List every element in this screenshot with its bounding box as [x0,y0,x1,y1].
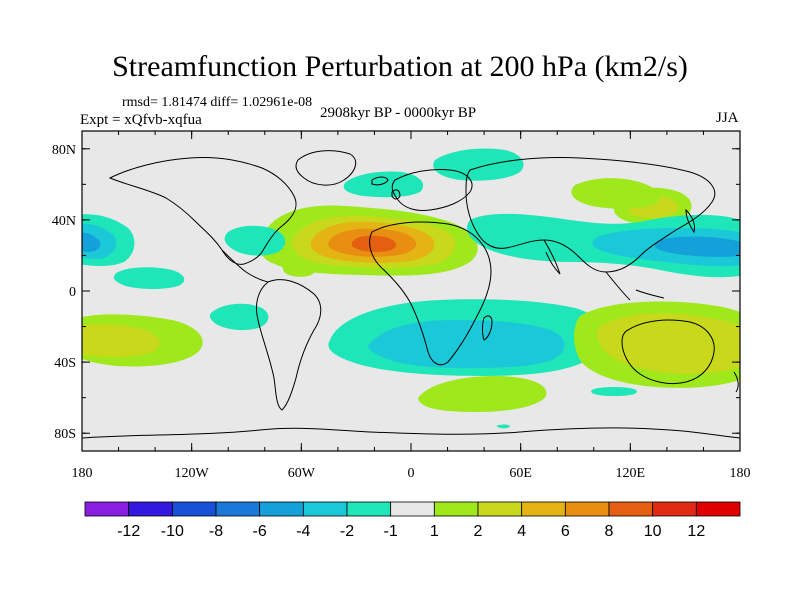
coast-greenland [295,150,357,186]
colorbar-label: -2 [340,523,354,540]
contour-neg-tiny-south [496,424,510,429]
colorbar-swatch [390,501,435,517]
coast-japan [685,208,695,234]
x-tick-label: 120W [175,466,210,481]
y-tick-label: 80N [52,143,76,158]
colorbar-label: -4 [296,523,310,540]
coast-india [543,239,561,275]
contour-neg-4-west-pacific [655,236,740,257]
y-tick-label: 80S [54,427,76,442]
x-tick-label: 60E [509,466,532,481]
colorbar-swatch [84,501,130,517]
coast-madagascar [482,315,493,341]
contour-neg-small-south [591,387,637,396]
colorbar-label: 4 [517,523,526,540]
colorbar-swatch [346,501,392,517]
contour-pos-north-america [571,178,660,209]
contour-pos-southern-ocean [418,376,547,412]
coast-iceland [371,176,389,186]
contour-neg-south-pacific-left [209,303,269,331]
coast-north-america [108,157,297,265]
x-tick-label: 180 [730,466,751,481]
coast-uk [391,189,401,200]
coast-africa [369,221,492,366]
chart-title: Streamfunction Perturbation at 200 hPa (… [112,50,688,83]
colorbar-label: 8 [605,523,614,540]
colorbar-label: -6 [253,523,267,540]
colorbar-swatch [171,501,217,517]
contour-fills [82,148,740,429]
contour-neg-mexico [113,267,185,289]
axis-ticks: 180 120W 60W 0 60E 120E 180 80N 40N 0 40S 80S [52,131,751,481]
colorbar-label: -12 [117,523,140,540]
y-tick-label: 40N [52,214,76,229]
contour-pos-8-atlantic [352,235,396,252]
colorbar-swatch [433,501,479,517]
coast-asia [465,157,716,273]
contour-neg-canada [224,225,286,256]
colorbar-swatch [652,501,697,517]
coast-antarctica [82,427,740,439]
colorbar-label: 2 [474,523,483,540]
colorbar-label: -8 [209,523,223,540]
coast-southeast-asia [605,271,665,301]
x-tick-label: 0 [408,466,415,481]
colorbar-label: -10 [161,523,184,540]
period-label: 2908kyr BP - 0000kyr BP [320,105,477,121]
contour-pos-caribbean [282,261,316,277]
coastlines [82,150,740,439]
x-tick-label: 120E [616,466,646,481]
colorbar-label: 6 [561,523,570,540]
coast-europe [391,169,473,211]
experiment-label: Expt = xQfvb-xqfua [80,112,202,128]
contour-pos-2-south-pacific [82,323,160,358]
colorbar: -12 -10 -8 -6 -4 -2 -1 1 2 4 6 8 10 12 [84,501,741,540]
contour-neg-arctic-europe [343,171,424,198]
contour-neg-siberia [433,148,524,181]
colorbar-swatch [215,501,261,517]
colorbar-swatch [128,501,173,517]
coast-south-america [255,279,322,411]
colorbar-swatch [564,501,610,517]
stats-text: rmsd= 1.81474 diff= 1.02961e-08 [122,95,313,110]
colorbar-label: 10 [644,523,662,540]
colorbar-label: 12 [687,523,705,540]
colorbar-swatch [259,501,304,517]
colorbar-swatch [695,501,741,517]
coast-australia [621,319,715,385]
coast-central-america [221,249,269,283]
coast-new-zealand [733,371,739,393]
colorbar-swatch [521,501,566,517]
y-tick-label: 0 [69,285,76,300]
x-tick-label: 60W [288,466,316,481]
season-label: JJA [716,110,739,126]
y-tick-label: 40S [54,356,76,371]
colorbar-label: -1 [384,523,398,540]
colorbar-swatch [302,501,348,517]
x-tick-label: 180 [72,466,93,481]
colorbar-swatch [477,501,523,517]
contour-neg-2-south-indian [368,320,565,368]
colorbar-swatch [608,501,654,517]
colorbar-label: 1 [430,523,439,540]
contour-neg-4-east-pacific [82,232,101,252]
